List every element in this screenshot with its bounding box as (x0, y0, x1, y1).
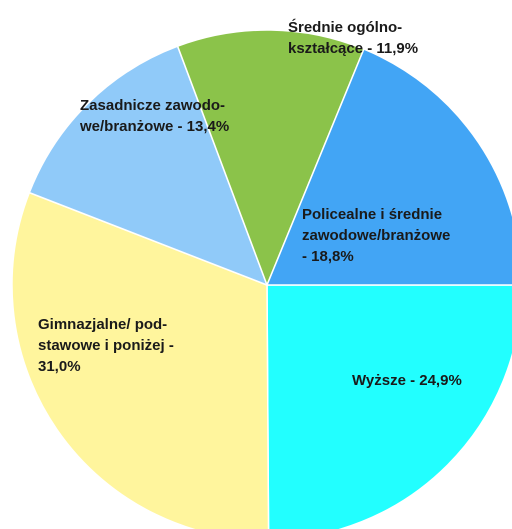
pie-slice (176, 29, 365, 288)
slice-label: we/branżowe - 13,4% (79, 118, 229, 135)
pie-slice (266, 284, 512, 529)
slice-label: stawowe i poniżej - (38, 337, 174, 354)
slice-label: 31,0% (38, 358, 81, 375)
slice-label: kształcące - 11,9% (288, 40, 418, 57)
slice-label: Zasadnicze zawodo- (80, 97, 225, 114)
slice-label: Policealne i średnie (302, 206, 442, 223)
pie-slice (28, 45, 269, 287)
pie-slice (265, 48, 512, 286)
slice-label: Wyższe - 24,9% (352, 372, 462, 389)
slice-label: Gimnazjalne/ pod- (38, 316, 167, 333)
slice-label: - 18,8% (302, 248, 354, 265)
slice-label: zawodowe/branżowe (302, 227, 450, 244)
slice-label: Średnie ogólno- (288, 18, 402, 36)
pie-slice (11, 191, 270, 529)
